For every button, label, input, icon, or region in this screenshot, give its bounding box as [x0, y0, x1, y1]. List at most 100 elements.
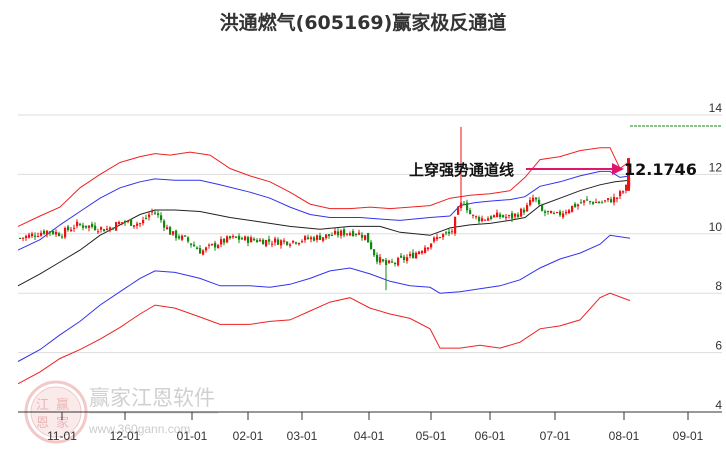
- candle: [199, 248, 202, 254]
- candle: [223, 238, 226, 243]
- candle: [298, 242, 301, 245]
- candle: [151, 210, 154, 213]
- x-tick-label: 08-01: [609, 429, 640, 443]
- candle: [271, 243, 274, 245]
- candle: [400, 255, 403, 258]
- candle: [502, 215, 505, 218]
- candle: [28, 234, 31, 238]
- candle: [487, 218, 490, 221]
- candle: [46, 230, 49, 235]
- candle: [373, 249, 376, 256]
- candle: [439, 237, 442, 239]
- candle: [19, 238, 22, 239]
- candle: [463, 203, 466, 205]
- candle: [73, 227, 76, 229]
- candle: [505, 216, 508, 218]
- candle: [55, 232, 58, 235]
- candle: [496, 212, 499, 218]
- candle: [214, 242, 217, 248]
- candle: [160, 215, 163, 221]
- candle: [433, 237, 436, 242]
- x-tick-label: 01-01: [177, 429, 208, 443]
- candle: [478, 217, 481, 222]
- candle: [349, 233, 352, 236]
- candle: [52, 231, 55, 235]
- candle: [415, 252, 418, 259]
- watermark-url: www.360gann.com: [88, 422, 190, 436]
- candle: [172, 231, 175, 235]
- candle: [217, 245, 220, 249]
- candle: [436, 237, 439, 240]
- candle: [277, 239, 280, 245]
- candle: [454, 216, 457, 234]
- candle: [235, 236, 238, 238]
- candle: [175, 230, 178, 239]
- candle: [49, 231, 52, 233]
- candle: [484, 219, 487, 221]
- svg-text:恩: 恩: [36, 416, 49, 431]
- candle: [136, 223, 139, 226]
- svg-text:江: 江: [36, 398, 49, 413]
- candle: [76, 221, 79, 227]
- candle: [385, 260, 388, 265]
- candle: [358, 232, 361, 235]
- candle: [553, 213, 556, 215]
- candle: [511, 213, 514, 219]
- candle: [535, 197, 538, 200]
- candle: [139, 223, 142, 225]
- candle: [169, 227, 172, 235]
- annotation: 上穿强势通道线 12.1746: [409, 160, 697, 179]
- candle: [280, 240, 283, 246]
- candle: [322, 237, 325, 241]
- candle: [325, 234, 328, 239]
- candle: [331, 235, 334, 237]
- candle: [67, 226, 70, 231]
- candle: [34, 235, 37, 237]
- candle: [355, 234, 358, 235]
- candle: [100, 227, 103, 230]
- candle: [475, 216, 478, 218]
- candle: [529, 200, 532, 206]
- candle: [292, 240, 295, 243]
- candle: [88, 225, 91, 228]
- y-axis: 4 6 8 10 12 14: [709, 101, 723, 412]
- candle: [517, 214, 520, 217]
- svg-text:家: 家: [56, 415, 69, 431]
- candle: [250, 237, 253, 243]
- candle: [202, 250, 205, 255]
- candle: [421, 251, 424, 254]
- candle: [568, 210, 571, 214]
- candle: [394, 263, 397, 264]
- candle: [289, 244, 292, 246]
- candle: [232, 236, 235, 238]
- candle: [112, 228, 115, 230]
- candle: [409, 254, 412, 257]
- svg-text:赢: 赢: [56, 397, 69, 413]
- candle: [82, 225, 85, 228]
- candle: [61, 236, 64, 238]
- candle: [106, 228, 109, 230]
- candle: [37, 236, 40, 237]
- candle: [334, 231, 337, 235]
- candle: [118, 222, 121, 225]
- candle: [424, 247, 427, 253]
- candle: [25, 235, 28, 239]
- inner-lower-band-line: [17, 234, 631, 362]
- candle: [472, 214, 475, 216]
- candle: [178, 236, 181, 239]
- candle: [622, 191, 625, 193]
- candle: [181, 235, 184, 240]
- middle-line-line: [17, 179, 631, 287]
- candle: [346, 233, 349, 235]
- candle: [538, 199, 541, 205]
- candle: [79, 223, 82, 225]
- candle: [493, 215, 496, 218]
- candle: [610, 199, 613, 203]
- candle: [337, 231, 340, 236]
- x-tick-label: 04-01: [354, 429, 385, 443]
- candle: [259, 239, 262, 242]
- arrow-head-icon: [612, 163, 624, 175]
- candle: [397, 257, 400, 266]
- candle: [499, 214, 502, 217]
